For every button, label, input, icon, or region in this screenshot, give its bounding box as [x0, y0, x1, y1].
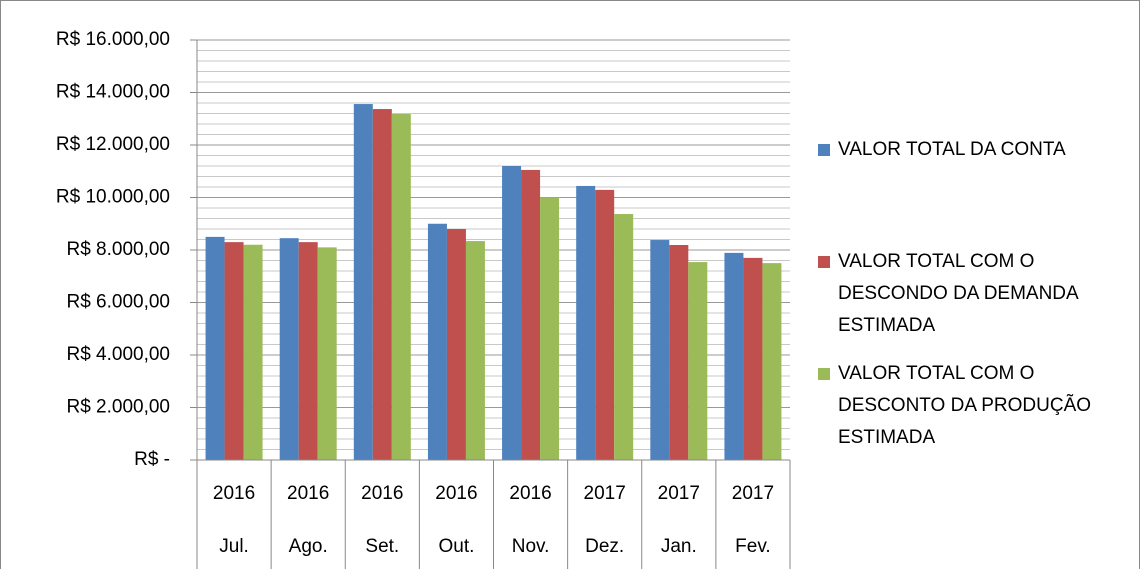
y-tick-label: R$ 14.000,00: [56, 82, 170, 103]
legend-swatch: [818, 144, 830, 156]
bar: [650, 240, 670, 460]
bar: [427, 223, 447, 460]
bar: [465, 241, 485, 460]
bar: [279, 238, 299, 460]
legend-label: VALOR TOTAL COM O DESCONDO DA DEMANDA ES…: [838, 251, 1078, 336]
x-tick-label: Fev.: [735, 536, 771, 557]
bar: [743, 257, 763, 460]
bar: [205, 236, 225, 460]
bar: [224, 242, 244, 460]
y-tick-label: R$ 16.000,00: [56, 29, 170, 50]
x-tick-label: Ago.: [289, 536, 328, 557]
bar: [762, 263, 782, 460]
x-tick-label: Dez.: [585, 536, 624, 557]
legend-label: VALOR TOTAL COM O DESCONTO DA PRODUÇÃO E…: [838, 363, 1092, 448]
y-tick-label: R$ -: [134, 449, 170, 470]
legend-item: VALOR TOTAL DA CONTA: [818, 134, 1118, 166]
bar: [353, 104, 373, 461]
x-tick-label-year: 2016: [287, 483, 329, 504]
bar: [298, 242, 318, 460]
x-tick-label: Jul.: [219, 536, 249, 557]
x-tick-label: Jan.: [661, 536, 697, 557]
y-tick-label: R$ 6.000,00: [66, 292, 170, 313]
bar: [243, 244, 263, 460]
bar: [724, 252, 744, 460]
x-tick-label-year: 2017: [658, 483, 700, 504]
y-tick-label: R$ 4.000,00: [66, 344, 170, 365]
x-tick-label-year: 2016: [509, 483, 551, 504]
x-tick-label: Set.: [365, 536, 399, 557]
y-tick-label: R$ 10.000,00: [56, 187, 170, 208]
bar: [576, 185, 596, 460]
y-tick-label: R$ 12.000,00: [56, 134, 170, 155]
legend-item: VALOR TOTAL COM O DESCONTO DA PRODUÇÃO E…: [818, 358, 1118, 454]
bar: [502, 166, 522, 460]
bar: [595, 189, 615, 460]
bar: [446, 229, 466, 460]
bar: [521, 169, 541, 460]
x-tick-label-year: 2017: [584, 483, 626, 504]
legend-swatch: [818, 368, 830, 380]
x-tick-label: Nov.: [512, 536, 550, 557]
bar: [614, 214, 634, 460]
legend-item: VALOR TOTAL COM O DESCONDO DA DEMANDA ES…: [818, 246, 1118, 342]
x-tick-label-year: 2017: [732, 483, 774, 504]
legend-label: VALOR TOTAL DA CONTA: [838, 139, 1066, 160]
bar: [669, 245, 689, 460]
legend-swatch: [818, 256, 830, 268]
y-tick-label: R$ 2.000,00: [66, 397, 170, 418]
x-tick-label: Out.: [438, 536, 474, 557]
bar: [688, 262, 708, 460]
bar: [391, 114, 411, 461]
bar: [317, 247, 337, 460]
x-tick-label-year: 2016: [361, 483, 403, 504]
x-tick-label-year: 2016: [435, 483, 477, 504]
bar: [540, 197, 560, 460]
x-tick-label-year: 2016: [213, 483, 255, 504]
y-tick-label: R$ 8.000,00: [66, 239, 170, 260]
bar: [372, 109, 392, 460]
